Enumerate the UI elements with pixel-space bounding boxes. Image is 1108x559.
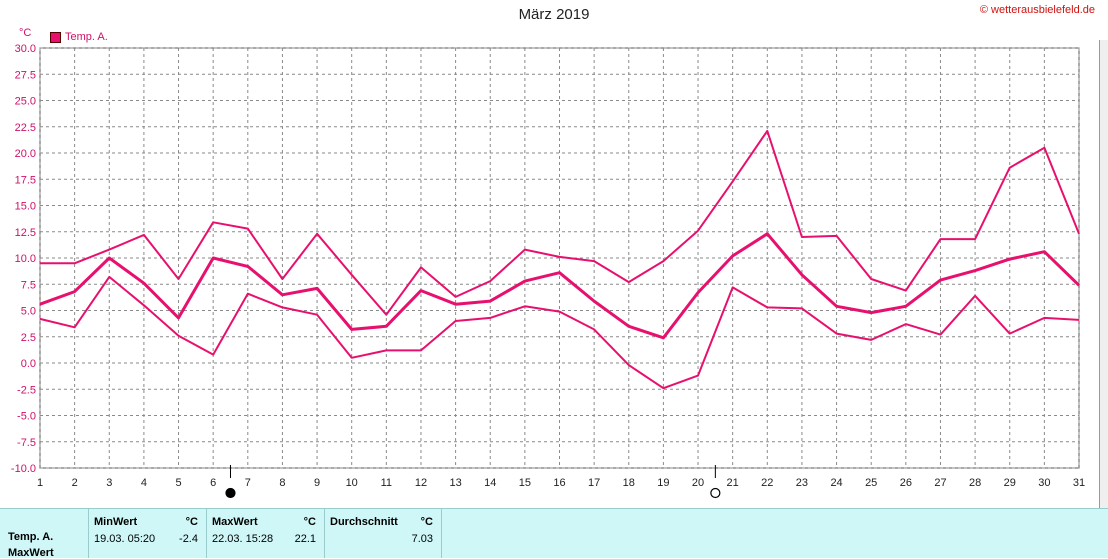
y-tick-label: 30.0 — [15, 43, 36, 55]
stats-row-label: Temp. A. — [8, 531, 54, 543]
stats-row-label-2: MaxWert — [8, 547, 54, 559]
max-value: 22.1 — [294, 533, 316, 545]
x-tick-label: 23 — [796, 477, 808, 489]
x-tick-label: 10 — [346, 477, 358, 489]
stats-max-cell: MaxWert °C 22.03. 15:28 22.1 — [206, 509, 325, 558]
y-tick-label: 27.5 — [15, 69, 36, 81]
y-tick-label: 0.0 — [21, 358, 36, 370]
x-tick-label: 15 — [519, 477, 531, 489]
x-tick-label: 2 — [72, 477, 78, 489]
x-tick-label: 11 — [381, 477, 392, 489]
legend: Temp. A. — [50, 31, 108, 43]
x-tick-label: 1 — [37, 477, 43, 489]
x-tick-label: 25 — [865, 477, 877, 489]
y-tick-label: 17.5 — [15, 174, 36, 186]
avg-header: Durchschnitt — [330, 516, 398, 528]
x-tick-label: 5 — [175, 477, 181, 489]
min-header: MinWert — [94, 516, 138, 528]
x-tick-label: 6 — [210, 477, 216, 489]
stats-avg-cell: Durchschnitt °C 7.03 — [324, 509, 442, 558]
y-tick-label: -5.0 — [17, 411, 36, 423]
temperature-chart: 30.027.525.022.520.017.515.012.510.07.55… — [11, 43, 1085, 499]
x-tick-label: 22 — [761, 477, 773, 489]
y-tick-label: 7.5 — [21, 279, 36, 291]
y-tick-label: 25.0 — [15, 96, 36, 108]
y-tick-label: 2.5 — [21, 332, 36, 344]
x-tick-label: 24 — [830, 477, 842, 489]
y-axis-ticks: 30.0 27.5 25.0 22.5 20.0 17.5 15.0 12.5 10.0 7.5 5… — [11, 43, 36, 475]
series-line — [39, 275, 1080, 390]
x-tick-label: 29 — [1004, 477, 1016, 489]
x-tick-label: 17 — [588, 477, 600, 489]
x-axis-ticks: 1 2 3 4 5 6 7 8 9 10 11 12 13 14 15 16 17 18 19 20 21 22 23 24 2… — [37, 477, 1085, 489]
x-tick-label: 28 — [969, 477, 981, 489]
avg-value: 7.03 — [411, 533, 433, 545]
stats-panel: Temp. A. MaxWert MinWert °C 19.03. 05:20… — [0, 508, 1108, 559]
x-tick-label: 4 — [141, 477, 147, 489]
y-tick-label: 15.0 — [15, 201, 36, 213]
moon-phase-markers — [225, 465, 721, 499]
chart-title: März 2019 — [518, 6, 590, 23]
x-tick-label: 16 — [553, 477, 565, 489]
y-tick-label: -7.5 — [17, 437, 36, 449]
y-tick-label: 20.0 — [15, 148, 36, 160]
full-moon-marker — [710, 487, 721, 499]
x-tick-label: 3 — [106, 477, 112, 489]
x-tick-label: 18 — [623, 477, 635, 489]
credit-link[interactable]: © wetterausbielefeld.de — [979, 4, 1095, 16]
series-lines — [39, 129, 1081, 390]
x-tick-label: 14 — [484, 477, 496, 489]
max-header: MaxWert — [212, 516, 258, 528]
stats-min-cell: MinWert °C 19.03. 05:20 -2.4 — [88, 509, 207, 558]
min-time: 19.03. 05:20 — [94, 533, 156, 545]
min-value: -2.4 — [179, 533, 198, 545]
legend-label: Temp. A. — [65, 31, 108, 43]
x-tick-label: 30 — [1038, 477, 1050, 489]
x-tick-label: 19 — [657, 477, 669, 489]
x-tick-label: 26 — [900, 477, 912, 489]
x-tick-label: 21 — [727, 477, 739, 489]
min-unit: °C — [185, 516, 198, 528]
max-time: 22.03. 15:28 — [212, 533, 274, 545]
y-axis-unit: °C — [19, 27, 32, 39]
y-tick-label: 5.0 — [21, 306, 36, 318]
series-line — [39, 232, 1081, 340]
x-tick-label: 20 — [692, 477, 704, 489]
y-tick-label: -10.0 — [11, 463, 36, 475]
y-tick-label: -2.5 — [17, 384, 36, 396]
y-tick-label: 22.5 — [15, 122, 36, 134]
right-scroll-strip[interactable] — [1099, 40, 1108, 510]
avg-unit: °C — [420, 516, 433, 528]
x-tick-label: 7 — [245, 477, 251, 489]
x-tick-label: 8 — [279, 477, 285, 489]
x-tick-label: 27 — [934, 477, 946, 489]
new-moon-marker — [225, 487, 236, 499]
max-unit: °C — [303, 516, 316, 528]
y-tick-label: 10.0 — [15, 253, 36, 265]
stats-label-cell — [0, 509, 89, 558]
x-tick-label: 12 — [415, 477, 427, 489]
x-tick-label: 31 — [1073, 477, 1085, 489]
x-tick-label: 9 — [314, 477, 320, 489]
legend-swatch — [50, 31, 61, 43]
y-tick-label: 12.5 — [15, 227, 36, 239]
series-line — [40, 129, 1080, 316]
x-tick-label: 13 — [449, 477, 461, 489]
